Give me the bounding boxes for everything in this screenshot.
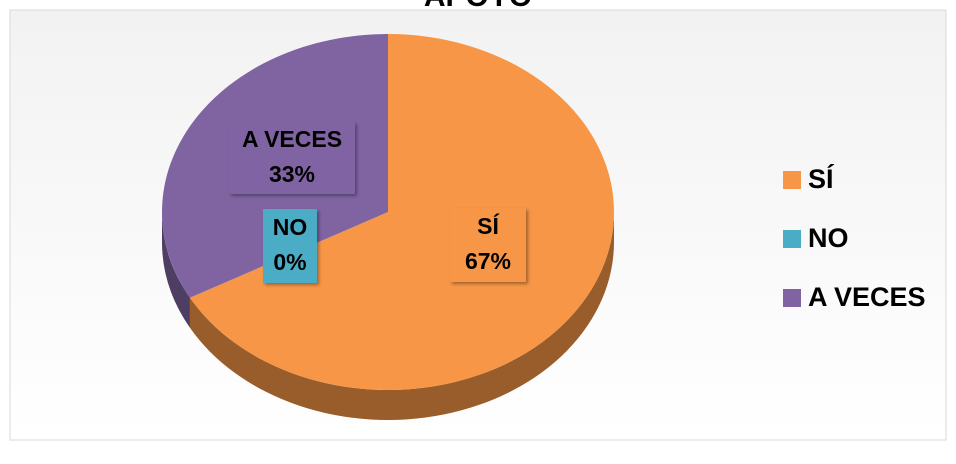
data-label-value: 33% xyxy=(269,161,315,187)
data-label-value: 67% xyxy=(465,248,511,274)
legend-label: A VECES xyxy=(808,282,926,312)
data-label-box xyxy=(229,122,355,194)
legend-label: SÍ xyxy=(808,163,835,194)
chart-title: APOYO xyxy=(424,0,532,13)
legend-label: NO xyxy=(808,223,849,253)
legend-swatch xyxy=(783,230,801,248)
slice xyxy=(189,34,614,390)
data-label-category: SÍ xyxy=(477,212,499,239)
data-label-value: 0% xyxy=(273,249,306,275)
legend-swatch xyxy=(783,289,801,307)
data-label-category: A VECES xyxy=(242,126,342,152)
data-label-box xyxy=(263,209,317,283)
legend-swatch xyxy=(783,171,801,189)
data-label-category: NO xyxy=(273,214,308,240)
slice-side xyxy=(162,212,190,328)
slice-side xyxy=(189,212,614,420)
data-label-box xyxy=(450,208,526,282)
